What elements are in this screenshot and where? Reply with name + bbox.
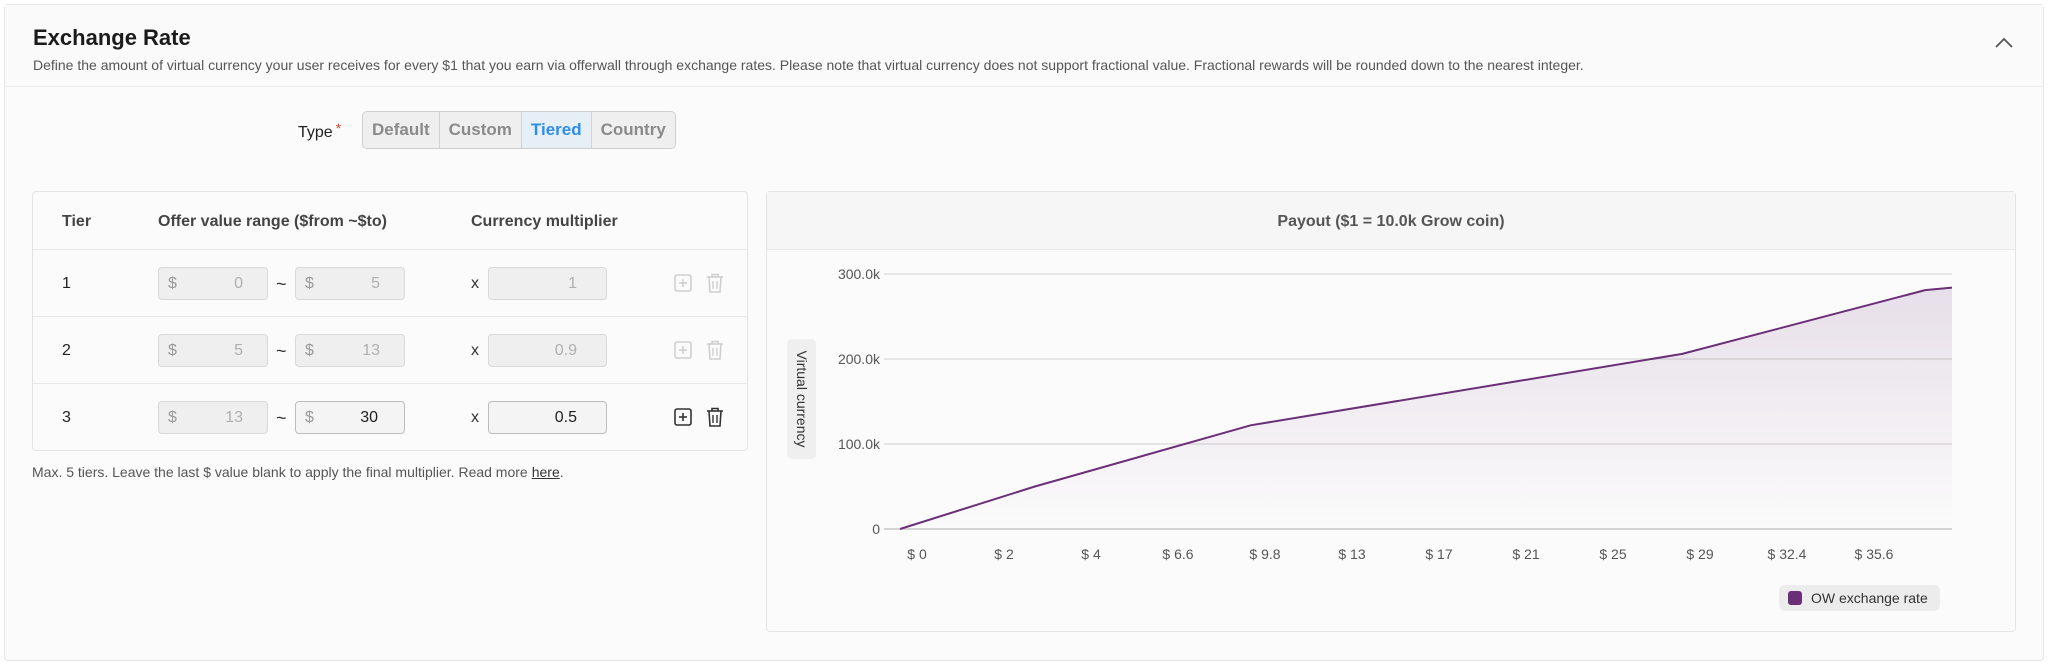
legend-label: OW exchange rate [1811,590,1928,606]
chart-header: Payout ($1 = 10.0k Grow coin) [767,192,2015,250]
tier-to-input[interactable]: $5 [295,267,405,300]
tier-number: 1 [62,275,71,292]
tiers-table: Tier Offer value range ($from ~$to) Curr… [32,191,748,451]
panel-description: Define the amount of virtual currency yo… [33,57,1584,73]
multiplier-input[interactable]: 0.9 [488,334,607,367]
required-mark: * [335,120,342,136]
x-tick-label: $ 25 [1599,546,1626,562]
y-tick-label: 200.0k [838,351,881,367]
y-axis-label: Virtual currency [787,339,816,459]
tier-to-input[interactable]: $30 [295,401,405,434]
column-header-range: Offer value range ($from ~$to) [158,213,387,230]
range-separator: ~ [276,274,287,294]
multiplier-x-label: x [471,409,479,426]
column-header-tier: Tier [62,213,92,230]
currency-symbol: $ [305,342,314,359]
read-more-link[interactable]: here [531,464,560,480]
payout-chart-card: Payout ($1 = 10.0k Grow coin) 0 100.0k 200… [766,191,2016,632]
tier-to-value: 5 [371,275,380,292]
trash-icon[interactable] [705,272,725,294]
tier-from-input[interactable]: $5 [158,334,268,367]
x-tick-label: $ 17 [1425,546,1452,562]
tier-row: 1 $0 ~ $5 x 1 [33,250,747,317]
range-separator: ~ [276,408,287,428]
x-tick-label: $ 4 [1081,546,1101,562]
legend-swatch [1788,591,1802,605]
legend-bg [1779,585,1940,611]
add-square-icon[interactable] [673,406,693,428]
tier-from-value: 0 [234,275,243,292]
x-tick-label: $ 13 [1338,546,1365,562]
tiers-note: Max. 5 tiers. Leave the last $ value bla… [32,464,564,480]
column-header-multiplier: Currency multiplier [471,213,618,230]
tier-from-value: 13 [225,409,243,426]
type-option-default[interactable]: Default [363,112,440,148]
multiplier-value: 0.5 [554,409,577,426]
panel-title: Exchange Rate [33,25,191,50]
x-tick-label: $ 29 [1686,546,1713,562]
series-line [899,286,1953,530]
y-tick-label: 0 [872,521,880,537]
tier-from-value: 5 [234,342,243,359]
currency-symbol: $ [168,342,177,359]
multiplier-input[interactable]: 1 [488,267,607,300]
type-option-tiered[interactable]: Tiered [521,112,592,148]
multiplier-x-label: x [471,275,479,292]
multiplier-value: 1 [568,275,577,292]
chevron-up-icon[interactable] [1993,35,2015,51]
x-tick-label: $ 32.4 [1768,546,1807,562]
y-tick-label: 300.0k [838,266,881,282]
add-square-icon[interactable] [673,272,693,294]
add-square-icon[interactable] [673,339,693,361]
trash-icon[interactable] [705,339,725,361]
tier-to-value: 30 [360,409,378,426]
tier-row: 2 $5 ~ $13 x 0.9 [33,317,747,384]
x-tick-label: $ 2 [994,546,1014,562]
tier-from-input[interactable]: $13 [158,401,268,434]
tier-number: 2 [62,342,71,359]
multiplier-x-label: x [471,342,479,359]
type-label: Type * [298,120,341,142]
x-tick-label: $ 21 [1512,546,1539,562]
y-axis-label-text: Virtual currency [794,350,810,447]
type-label-text: Type [298,124,333,141]
currency-symbol: $ [305,275,314,292]
tiers-table-header: Tier Offer value range ($from ~$to) Curr… [33,192,747,250]
chart-title: Payout ($1 = 10.0k Grow coin) [1277,213,1505,230]
x-tick-label: $ 0 [907,546,927,562]
tier-number: 3 [62,409,71,426]
x-tick-label: $ 6.6 [1162,546,1193,562]
x-tick-label: $ 9.8 [1249,546,1280,562]
currency-symbol: $ [168,275,177,292]
payout-chart: 0 100.0k 200.0k 300.0k $ 0 $ 2 $ 4 $ 6.6 $ 9.8 $ … [787,266,1953,611]
y-axis-label-bg [787,339,816,459]
note-period: . [559,464,564,480]
type-segmented-control: Default Custom Tiered Country [362,111,676,149]
series-area [900,287,1952,529]
x-tick-label: $ 35.6 [1855,546,1894,562]
note-text: Max. 5 tiers. Leave the last $ value bla… [32,464,528,480]
multiplier-value: 0.9 [554,342,577,359]
currency-symbol: $ [168,409,177,426]
multiplier-input[interactable]: 0.5 [488,401,607,434]
trash-icon[interactable] [705,406,725,428]
tier-to-input[interactable]: $13 [295,334,405,367]
tier-row: 3 $13 ~ $30 x 0.5 [33,384,747,451]
panel-header: Exchange Rate Define the amount of virtu… [5,5,2043,87]
y-tick-label: 100.0k [838,436,881,452]
range-separator: ~ [276,341,287,361]
type-option-country[interactable]: Country [591,112,675,148]
tier-to-value: 13 [362,342,380,359]
currency-symbol: $ [305,409,314,426]
chart-legend[interactable]: OW exchange rate [1779,585,1940,611]
type-option-custom[interactable]: Custom [439,112,522,148]
tier-from-input[interactable]: $0 [158,267,268,300]
